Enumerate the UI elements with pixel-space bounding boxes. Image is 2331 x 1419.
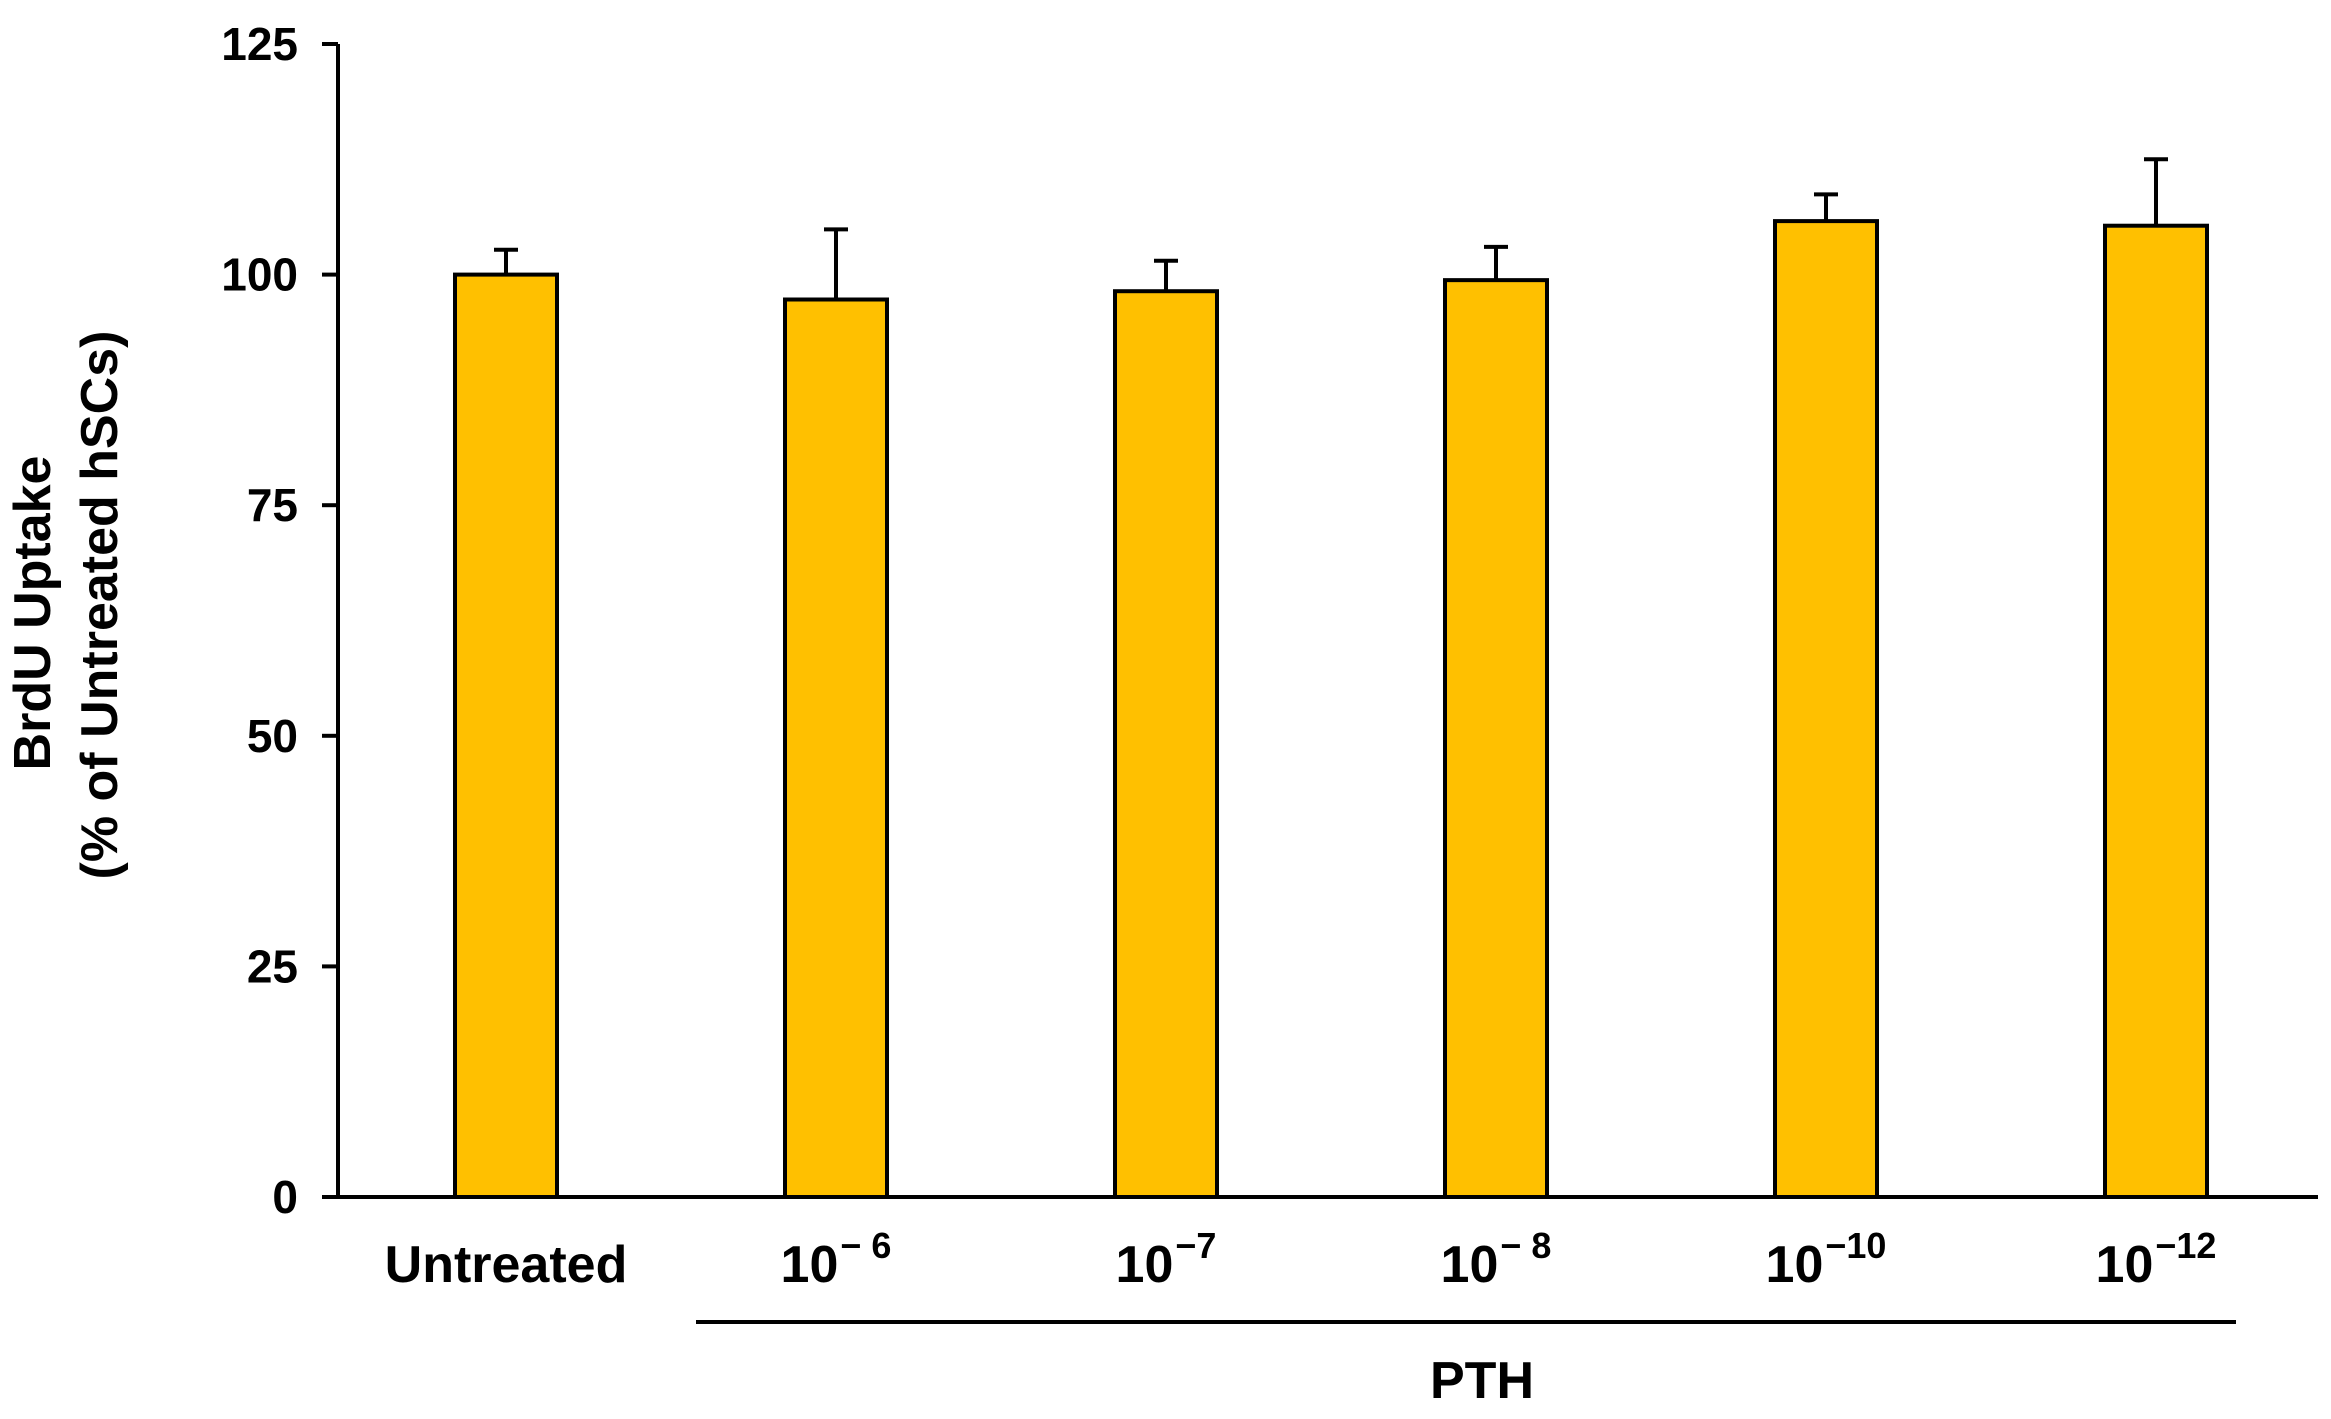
bar: [783, 297, 889, 1199]
x-category-base: 10: [1116, 1236, 1174, 1294]
x-category-labels: Untreated 10− 6 10−7 10− 8 10−10 10−12: [385, 1225, 2217, 1294]
bar: [2103, 223, 2209, 1199]
x-category-base: 10: [2096, 1236, 2154, 1294]
bar: [1113, 289, 1219, 1199]
x-category-exponent: − 8: [1500, 1225, 1551, 1266]
bar: [1443, 278, 1549, 1199]
y-axis-title-line1: BrdU Uptake: [4, 456, 62, 771]
x-category-label: 10− 8: [1441, 1225, 1552, 1294]
y-tick-label: 50: [247, 710, 298, 762]
x-category-label: 10−12: [2096, 1225, 2217, 1294]
x-category-exponent: − 6: [840, 1225, 891, 1266]
y-tick-label: 0: [272, 1171, 298, 1223]
bar: [453, 272, 559, 1200]
y-tick-label: 100: [221, 249, 298, 301]
x-category-exponent: −10: [1825, 1225, 1886, 1266]
pth-group-label: PTH: [1430, 1352, 1534, 1410]
x-category-label: Untreated: [385, 1236, 628, 1294]
x-category-label: 10− 6: [781, 1225, 892, 1294]
x-category-base: 10: [1441, 1236, 1499, 1294]
x-category-label: 10−7: [1116, 1225, 1217, 1294]
x-category-base: 10: [1766, 1236, 1824, 1294]
bars-layer: [453, 219, 2209, 1200]
x-category-base: 10: [781, 1236, 839, 1294]
y-tick-label: 75: [247, 479, 298, 531]
y-ticks-layer: 0 25 50 75 100 125: [221, 18, 338, 1223]
x-category-label: 10−10: [1766, 1225, 1887, 1294]
x-category-exponent: −7: [1175, 1225, 1216, 1266]
error-bars-layer: [494, 157, 2168, 300]
y-tick-label: 25: [247, 940, 298, 992]
bar: [1773, 219, 1879, 1199]
y-axis-title-line2: (% of Untreated hSCs): [71, 331, 129, 880]
x-category-exponent: −12: [2155, 1225, 2216, 1266]
y-tick-label: 125: [221, 18, 298, 70]
x-category-base: Untreated: [385, 1236, 628, 1294]
